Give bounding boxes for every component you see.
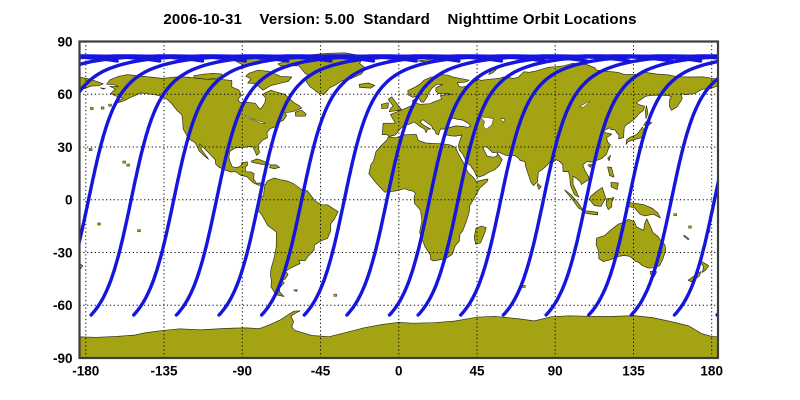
- islet: [137, 229, 141, 233]
- x-tick-label: 0: [395, 364, 403, 379]
- land-taiwan: [607, 155, 611, 162]
- y-tick-label: 0: [65, 193, 73, 208]
- y-tick-label: 30: [57, 140, 72, 155]
- x-tick-label: 135: [622, 364, 645, 379]
- orbit-track: [459, 54, 718, 317]
- orbit-track: [79, 54, 290, 95]
- x-tick-label: -90: [233, 364, 253, 379]
- orbit-track: [259, 54, 546, 317]
- land-sakhalin: [644, 105, 649, 119]
- y-tick-label: -60: [53, 298, 73, 313]
- orbit-track: [174, 54, 461, 317]
- x-tick-label: -45: [311, 364, 331, 379]
- islet: [108, 103, 112, 107]
- plot-title: 2006-10-31 Version: 5.00 Standard Nightt…: [163, 11, 637, 28]
- land-luzon: [607, 166, 615, 178]
- islet: [673, 213, 677, 217]
- islet: [333, 293, 337, 297]
- y-axis-labels: 90 60 30 0 -30 -60 -90: [53, 34, 73, 366]
- land-st-lawrence-island: [100, 87, 106, 90]
- orbit-track: [715, 311, 718, 317]
- orbit-track: [302, 54, 589, 317]
- land-borneo: [588, 187, 607, 207]
- land-new-caledonia: [683, 234, 690, 240]
- orbit-track: [544, 55, 718, 317]
- land-sulawesi: [605, 197, 615, 210]
- land-north-america: [106, 74, 303, 186]
- orbit-track: [345, 54, 631, 317]
- islet: [522, 285, 526, 288]
- land-iceland: [358, 82, 376, 89]
- islet: [126, 163, 130, 167]
- land-java: [581, 210, 599, 216]
- orbit-track: [587, 59, 718, 317]
- y-tick-label: 60: [57, 87, 72, 102]
- lake-lake-baikal: [578, 101, 591, 108]
- land-new-guinea: [626, 201, 661, 219]
- y-tick-label: -30: [53, 245, 73, 260]
- orbit-track: [79, 54, 333, 249]
- land-victoria-island: [193, 72, 223, 80]
- orbit-track: [89, 54, 376, 317]
- lake-caspian-sea: [479, 116, 494, 130]
- orbit-track: [501, 54, 718, 317]
- orbit-track: [387, 54, 674, 317]
- orbit-track: [416, 54, 703, 317]
- islet: [97, 222, 101, 226]
- land-falkland-islands: [293, 289, 298, 292]
- orbit-track: [131, 54, 418, 317]
- land-newfoundland: [294, 109, 307, 117]
- land-ireland: [381, 102, 389, 110]
- land-layer: [79, 52, 718, 358]
- lakes-layer: [244, 101, 591, 130]
- land-sri-lanka: [536, 183, 542, 190]
- land-cuba: [250, 158, 271, 166]
- orbit-track: [672, 175, 718, 317]
- islet: [688, 225, 692, 229]
- y-tick-label: -90: [53, 351, 73, 366]
- islet: [90, 107, 94, 110]
- land-hainan: [587, 164, 593, 168]
- islet: [88, 148, 93, 151]
- x-axis-labels: -180 -135 -90 -45 0 45 90 135 180: [72, 364, 723, 379]
- land-nz-north-island: [698, 259, 710, 273]
- land-great-britain: [387, 96, 402, 113]
- lake-great-lakes: [244, 114, 266, 124]
- land-japan-honshu: [625, 126, 646, 145]
- lake-aral-sea: [500, 118, 506, 124]
- land-mindanao: [610, 182, 619, 190]
- land-hispaniola: [269, 164, 280, 169]
- x-tick-label: -180: [72, 364, 99, 379]
- x-tick-label: 90: [548, 364, 563, 379]
- islet: [122, 160, 126, 164]
- x-tick-label: 45: [469, 364, 485, 379]
- x-tick-label: 180: [700, 364, 723, 379]
- islet: [100, 106, 105, 110]
- plot-frame: [78, 40, 720, 360]
- orbit-track: [217, 54, 504, 317]
- y-tick-label: 90: [57, 34, 72, 49]
- x-tick-label: -135: [150, 364, 178, 379]
